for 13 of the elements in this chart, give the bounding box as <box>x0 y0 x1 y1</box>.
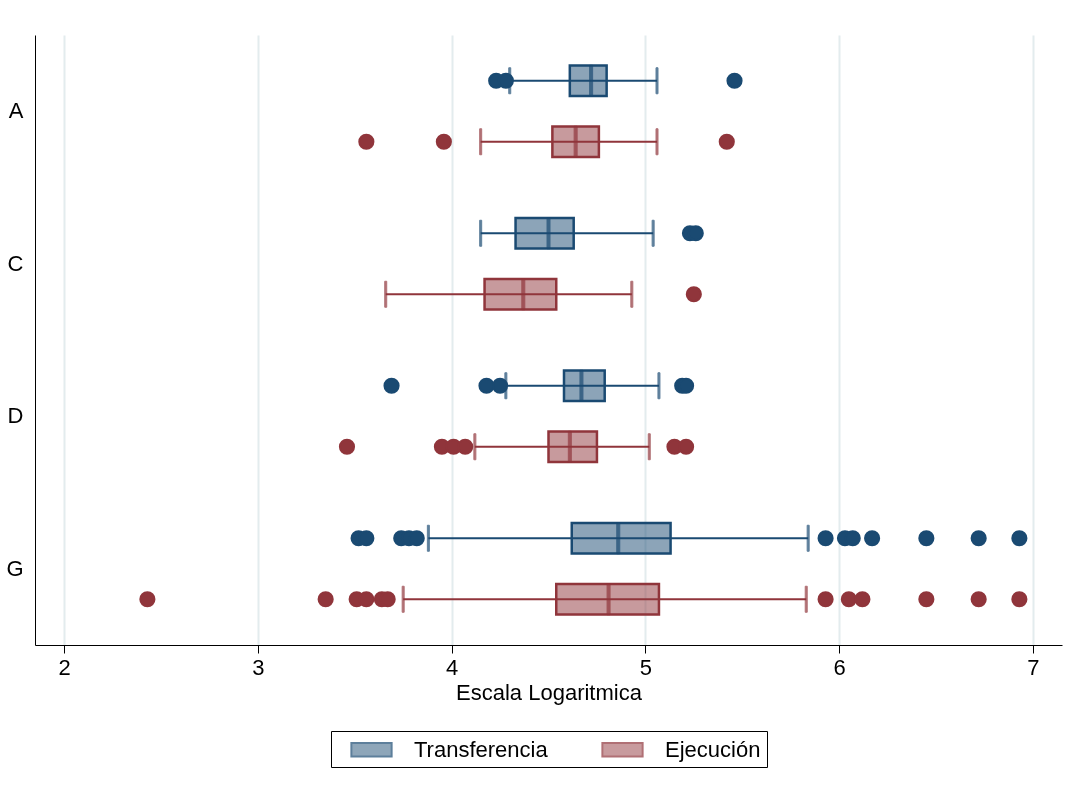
y-tick-label: C <box>7 250 24 276</box>
x-tick-label: 3 <box>252 654 265 680</box>
y-tick-label: G <box>6 555 24 581</box>
y-tick-label: D <box>7 403 24 429</box>
x-tick-label: 6 <box>833 654 846 680</box>
y-tick-label: A <box>8 98 24 124</box>
x-tick-label: 7 <box>1027 654 1040 680</box>
x-tick-label: 4 <box>445 654 459 680</box>
x-tick-label: 2 <box>58 654 71 680</box>
x-tick-label: 5 <box>639 654 653 680</box>
legend-label: Ejecución <box>665 736 761 762</box>
x-axis-title: Escala Logaritmica <box>456 679 643 705</box>
legend-label: Transferencia <box>414 736 549 762</box>
